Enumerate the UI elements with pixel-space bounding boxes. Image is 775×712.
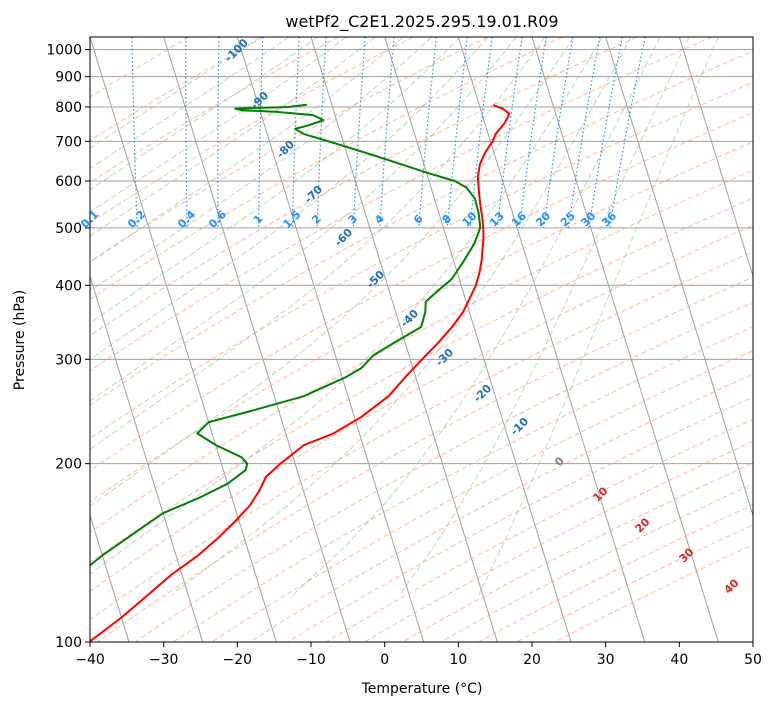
chart-title: wetPf2_C2E1.2025.295.19.01.R09 (285, 12, 558, 32)
y-tick-label: 600 (55, 174, 82, 190)
y-tick-label: 900 (55, 70, 82, 86)
x-tick-label: 30 (597, 652, 615, 668)
y-tick-label: 800 (55, 100, 82, 116)
x-tick-label: −40 (75, 652, 105, 668)
y-tick-label: 300 (55, 352, 82, 368)
x-tick-label: −10 (296, 652, 326, 668)
y-tick-label: 100 (55, 635, 82, 651)
y-tick-label: 700 (55, 134, 82, 150)
y-tick-label: 500 (55, 221, 82, 237)
y-axis-label: Pressure (hPa) (12, 290, 28, 390)
x-tick-label: −20 (223, 652, 253, 668)
y-tick-label: 200 (55, 457, 82, 473)
y-tick-label: 400 (55, 278, 82, 294)
x-tick-label: 20 (523, 652, 541, 668)
x-tick-label: 40 (670, 652, 688, 668)
x-tick-label: 0 (380, 652, 389, 668)
x-axis-label: Temperature (°C) (361, 681, 483, 697)
y-tick-label: 1000 (46, 43, 82, 59)
x-tick-label: 50 (744, 652, 762, 668)
x-tick-label: 10 (449, 652, 467, 668)
x-tick-label: −30 (149, 652, 179, 668)
